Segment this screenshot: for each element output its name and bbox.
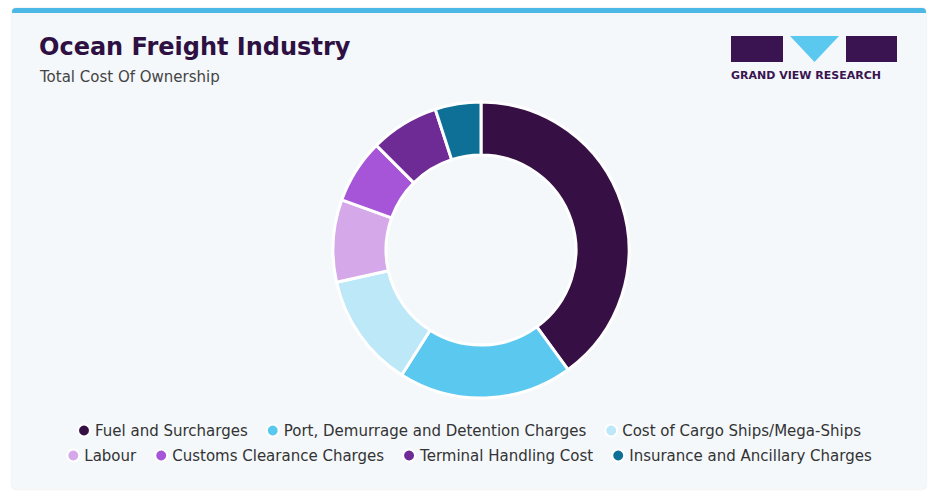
svg-text:Insurance and Ancillary Charge: Insurance and Ancillary Charges [629,447,872,465]
svg-text:Fuel and Surcharges: Fuel and Surcharges [95,422,248,440]
svg-text:Terminal Handling Cost: Terminal Handling Cost [419,447,593,465]
svg-text:Cost of Cargo Ships/Mega-Ships: Cost of Cargo Ships/Mega-Ships [622,422,861,440]
svg-text:GRAND VIEW RESEARCH: GRAND VIEW RESEARCH [731,69,881,82]
svg-text:Customs Clearance Charges: Customs Clearance Charges [172,447,384,465]
svg-text:Port, Demurrage and Detention: Port, Demurrage and Detention Charges [284,422,587,440]
svg-text:Ocean Freight Industry: Ocean Freight Industry [39,33,351,61]
svg-text:Labour: Labour [84,447,137,465]
svg-text:Total Cost Of Ownership: Total Cost Of Ownership [39,68,220,86]
